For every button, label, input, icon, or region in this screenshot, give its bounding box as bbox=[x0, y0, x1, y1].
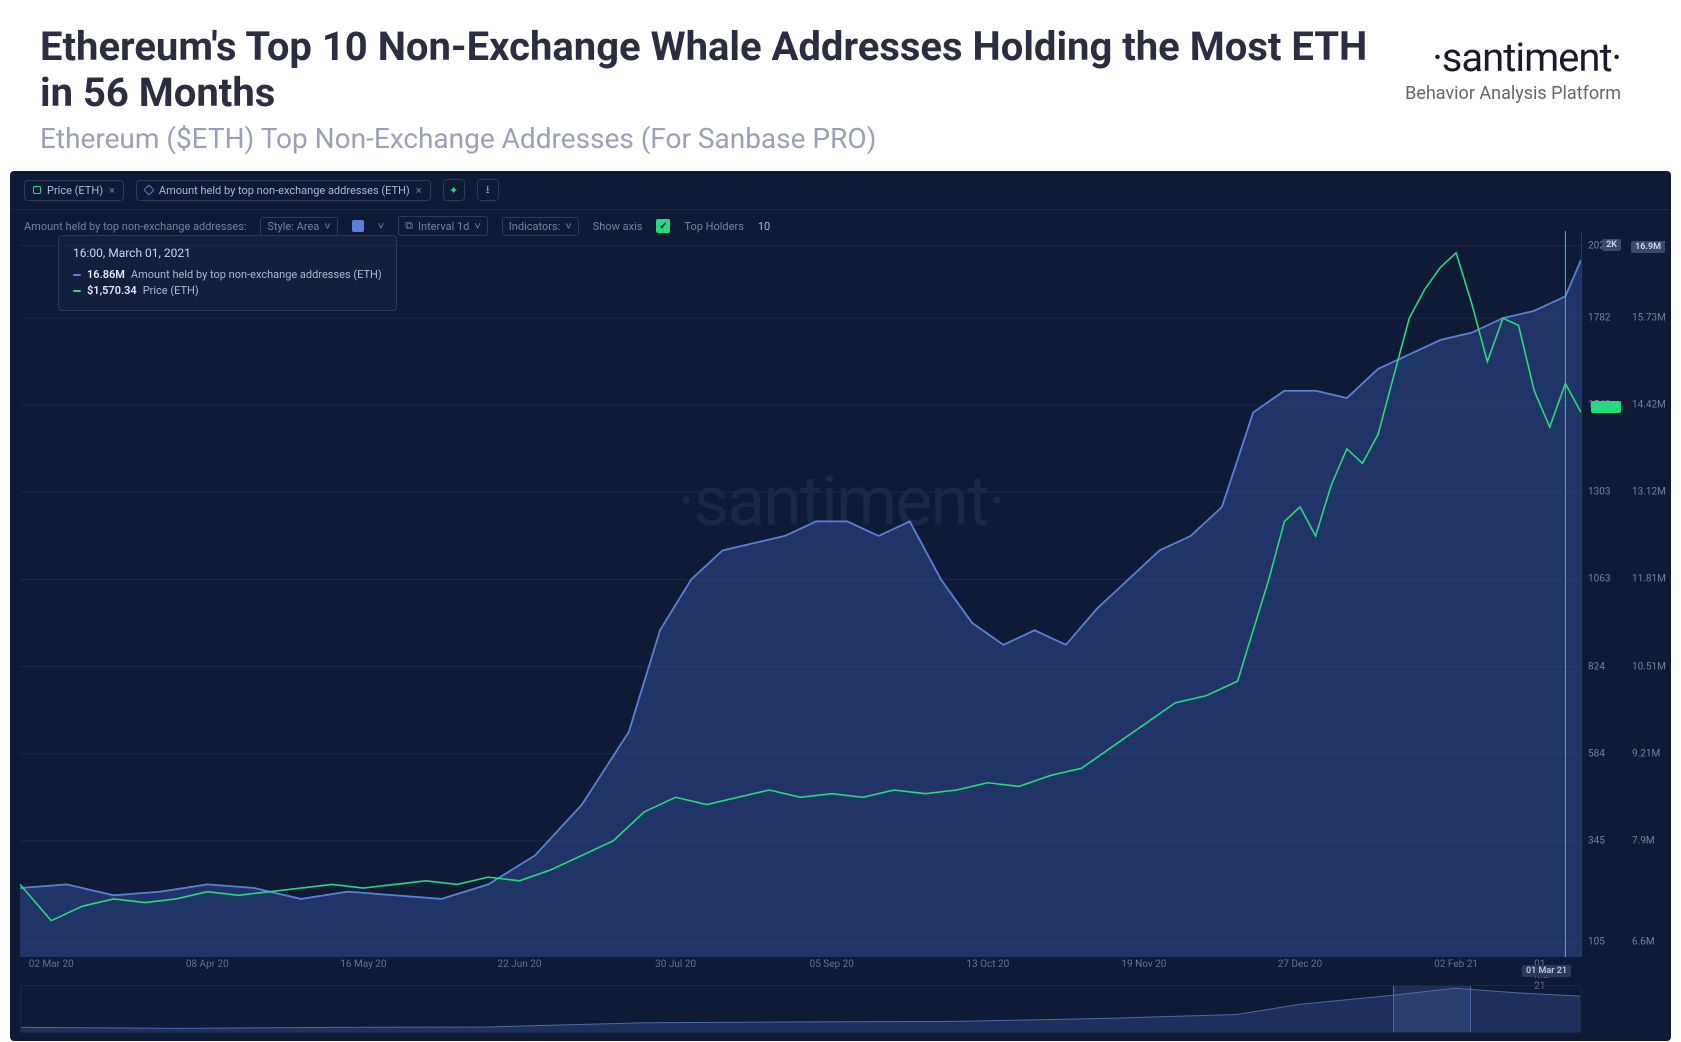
chart-panel: Price (ETH) × Amount held by top non-exc… bbox=[10, 171, 1671, 1041]
series-chip-price[interactable]: Price (ETH) × bbox=[24, 180, 124, 201]
current-price-marker bbox=[1591, 401, 1621, 413]
chip-label: Amount held by top non-exchange addresse… bbox=[159, 184, 410, 197]
chip-label: Price (ETH) bbox=[47, 184, 103, 197]
chart-toolbar: Price (ETH) × Amount held by top non-exc… bbox=[10, 171, 1671, 210]
brand-block: ·santiment· Behavior Analysis Platform bbox=[1405, 24, 1641, 104]
close-icon[interactable]: × bbox=[109, 184, 115, 197]
brand-logo-text: ·santiment· bbox=[1405, 34, 1621, 81]
y-axis-right: 202217.03M178215.73M154314.42M130313.12M… bbox=[1581, 231, 1671, 957]
download-icon[interactable]: ⭳ bbox=[477, 179, 499, 201]
refresh-icon[interactable]: ✦ bbox=[443, 179, 465, 201]
x-axis: 02 Mar 2008 Apr 2016 May 2022 Jun 2030 J… bbox=[20, 959, 1581, 979]
page-title: Ethereum's Top 10 Non-Exchange Whale Add… bbox=[40, 24, 1405, 116]
diamond-icon bbox=[143, 184, 154, 195]
chart-plot-area[interactable] bbox=[20, 231, 1581, 957]
brush-handle[interactable] bbox=[1393, 986, 1471, 1032]
price-current-badge: 2K bbox=[1602, 239, 1621, 251]
brand-tagline: Behavior Analysis Platform bbox=[1405, 83, 1621, 104]
close-icon[interactable]: × bbox=[416, 184, 422, 197]
page-subtitle: Ethereum ($ETH) Top Non-Exchange Address… bbox=[40, 122, 1405, 155]
series-chip-held[interactable]: Amount held by top non-exchange addresse… bbox=[136, 180, 431, 201]
circle-icon bbox=[33, 186, 41, 194]
chart-brush-overview[interactable] bbox=[20, 985, 1581, 1033]
header-text-block: Ethereum's Top 10 Non-Exchange Whale Add… bbox=[40, 24, 1405, 155]
page-header: Ethereum's Top 10 Non-Exchange Whale Add… bbox=[0, 0, 1681, 171]
held-current-badge: 16.9M bbox=[1631, 241, 1665, 253]
current-date-marker: 01 Mar 21 bbox=[1522, 965, 1571, 977]
